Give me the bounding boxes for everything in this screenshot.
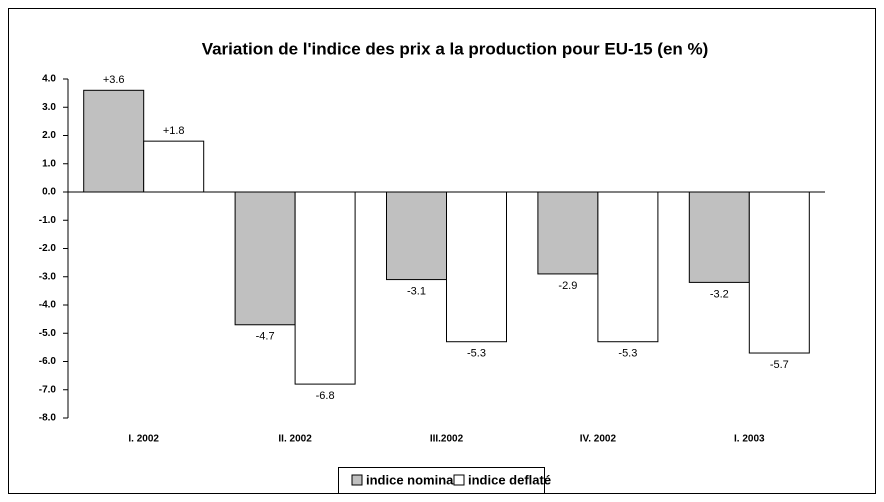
y-tick-label: 1.0 (42, 158, 56, 169)
bar (748, 191, 810, 354)
y-tick-label: 4.0 (42, 74, 56, 85)
bar (688, 191, 750, 283)
bar (294, 191, 356, 385)
chart-title: Variation de l'indice des prix a la prod… (202, 39, 709, 58)
value-label: -3.2 (710, 288, 729, 300)
y-tick-label: -3.0 (39, 271, 57, 282)
value-label: +3.6 (103, 74, 125, 86)
y-tick-label: -1.0 (39, 215, 57, 226)
bar (597, 191, 659, 343)
value-label: -5.3 (618, 348, 637, 360)
y-tick-label: 3.0 (42, 102, 56, 113)
legend-label: indice deflaté (468, 472, 551, 487)
value-label: -5.3 (467, 348, 486, 360)
bar (143, 140, 205, 193)
y-tick-label: -5.0 (39, 328, 57, 339)
bar (83, 89, 145, 193)
y-tick-label: -2.0 (39, 243, 57, 254)
legend-swatch (453, 474, 465, 486)
value-label: -3.1 (407, 285, 426, 297)
bar (234, 191, 296, 326)
y-tick-label: -8.0 (39, 413, 57, 424)
y-tick-label: 2.0 (42, 130, 56, 141)
value-label: +1.8 (163, 125, 185, 137)
y-tick-label: -7.0 (39, 384, 57, 395)
value-label: -5.7 (770, 359, 789, 371)
x-tick-label: I. 2003 (734, 434, 765, 445)
bar (537, 191, 599, 275)
bar (386, 191, 447, 281)
legend-box (338, 467, 545, 494)
x-tick-label: III.2002 (430, 434, 464, 445)
value-label: -6.8 (316, 390, 335, 402)
x-tick-label: IV. 2002 (580, 434, 617, 445)
y-tick-label: -6.0 (39, 356, 57, 367)
legend-swatch (351, 474, 363, 486)
y-tick-label: -4.0 (39, 300, 57, 311)
value-label: -2.9 (558, 280, 577, 292)
bar (446, 191, 507, 343)
x-tick-label: I. 2002 (128, 434, 159, 445)
value-label: -4.7 (256, 331, 275, 343)
legend-label: indice nominal (366, 472, 457, 487)
y-tick-label: 0.0 (42, 187, 56, 198)
x-tick-label: II. 2002 (278, 434, 312, 445)
